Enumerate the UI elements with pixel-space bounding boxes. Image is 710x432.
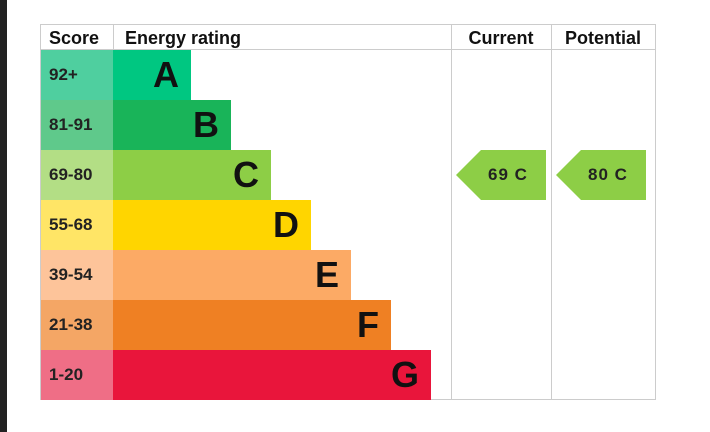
rating-letter: G xyxy=(390,354,419,395)
rating-letter: E xyxy=(314,254,339,295)
rating-letter: C xyxy=(233,154,259,195)
rating-bar: E xyxy=(113,250,351,300)
rating-bar: B xyxy=(113,100,231,150)
rating-bar: A xyxy=(113,50,191,100)
rating-letter: A xyxy=(153,54,179,95)
rating-bar: F xyxy=(113,300,391,350)
window-edge xyxy=(0,0,7,432)
score-cell: 21-38 xyxy=(41,300,113,350)
rating-letter: D xyxy=(273,204,299,245)
arrow-shape xyxy=(456,150,546,200)
score-cell: 81-91 xyxy=(41,100,113,150)
score-cell: 55-68 xyxy=(41,200,113,250)
rating-letter: B xyxy=(193,104,219,145)
rating-letter: F xyxy=(357,304,379,345)
header-rating: Energy rating xyxy=(125,28,242,48)
score-cell: 1-20 xyxy=(41,350,113,400)
score-cell: 39-54 xyxy=(41,250,113,300)
current-label: 69 C xyxy=(488,165,528,184)
potential-arrow: 80 C xyxy=(556,150,646,200)
arrow-shape xyxy=(556,150,646,200)
header-line xyxy=(41,49,655,50)
header-potential: Potential xyxy=(564,28,641,48)
header-current: Current xyxy=(468,28,534,48)
header-score: Score xyxy=(49,28,100,48)
column-line xyxy=(551,25,552,399)
current-arrow: 69 C xyxy=(456,150,546,200)
rating-bar: C xyxy=(113,150,271,200)
rating-bar: G xyxy=(113,350,431,400)
epc-table: Score Energy rating Current Potential 92… xyxy=(40,24,656,400)
rating-bar: D xyxy=(113,200,311,250)
potential-label: 80 C xyxy=(588,165,628,184)
score-cell: 92+ xyxy=(41,50,113,100)
column-line xyxy=(451,25,452,399)
score-cell: 69-80 xyxy=(41,150,113,200)
